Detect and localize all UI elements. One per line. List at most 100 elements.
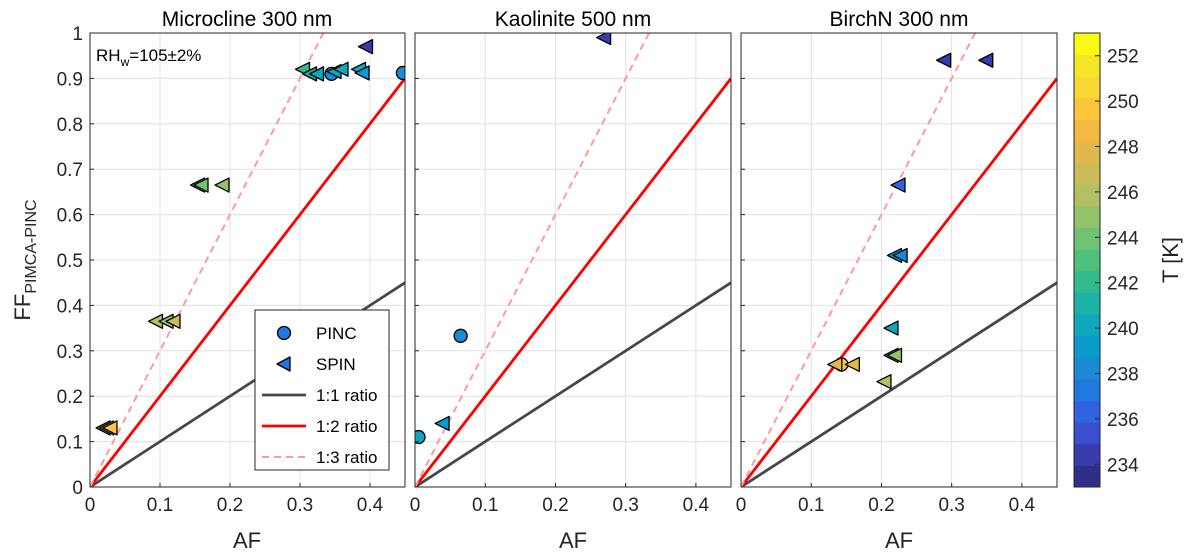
legend-items: PINC SPIN 1:1 ratio 1:2 ratio 1:3 ratio (262, 324, 377, 467)
markers-kaolinite (415, 33, 612, 445)
legend-label: 1:1 ratio (316, 386, 377, 405)
panel-kaolinite: 0 0.1 0.2 0.3 0.4 Kaolinite 500 nm (410, 8, 732, 516)
legend-label: 1:2 ratio (316, 417, 377, 436)
spin-marker (165, 313, 181, 329)
colorbar-tick-label: 244 (1107, 228, 1139, 249)
colorbar-tick-label: 240 (1107, 319, 1139, 340)
line-1to3 (415, 33, 650, 487)
legend-item: 1:3 ratio (262, 448, 377, 467)
pinc-marker (453, 328, 468, 343)
line-1to2 (741, 77, 1057, 487)
spin-marker (434, 415, 450, 432)
y-tick-label: 0.4 (57, 296, 84, 317)
x-axis-label-microcline: AF (233, 528, 261, 553)
colorbar-cell (1074, 76, 1100, 99)
spin-marker (354, 65, 370, 81)
ratio-lines-kaolinite (415, 33, 731, 487)
colorbar-cell (1074, 292, 1100, 315)
title-birchn: BirchN 300 nm (830, 8, 969, 31)
title-kaolinite: Kaolinite 500 nm (495, 8, 651, 31)
spin-marker (844, 356, 861, 373)
y-axis-label: FFPIMCA-PINC (10, 199, 40, 320)
colorbar-gradient (1074, 33, 1100, 488)
x-tick-label: 0 (410, 495, 421, 516)
spin-marker (935, 52, 952, 68)
colorbar-cell (1074, 314, 1100, 337)
x-axis-label-kaolinite: AF (559, 528, 587, 553)
colorbar-tick-label: 238 (1107, 365, 1139, 386)
colorbar: 234 236 238 240 242 244 246 248 250 252 T [K] (1073, 32, 1183, 488)
legend-label: PINC (316, 324, 357, 343)
spin-marker (886, 347, 903, 363)
legend-circle-marker (276, 325, 292, 341)
line-1to2 (90, 77, 405, 487)
colorbar-cell (1074, 422, 1100, 445)
colorbar-tick-label: 242 (1107, 274, 1139, 295)
colorbar-cell (1074, 465, 1100, 488)
colorbar-cell (1074, 270, 1100, 293)
spin-marker (827, 356, 843, 373)
y-tick-label: 0.5 (57, 251, 83, 272)
x-tick-label: 0.4 (683, 495, 710, 516)
spin-marker (102, 420, 118, 436)
legend-box (254, 309, 390, 471)
title-microcline: Microcline 300 nm (162, 8, 332, 31)
legend-item: 1:1 ratio (262, 386, 377, 405)
markers-birchn (827, 52, 994, 390)
colorbar-cell (1074, 205, 1100, 229)
colorbar-cell (1074, 119, 1100, 142)
ratio-lines-birchn (741, 33, 1057, 487)
colorbar-cell (1074, 141, 1100, 164)
x-tick-label: 0 (736, 495, 747, 516)
markers-microcline (95, 38, 405, 436)
grid-birchn (740, 32, 1057, 488)
y-tick-label: 0.6 (57, 206, 83, 227)
x-tick-label: 0.3 (612, 495, 638, 516)
y-tick-label: 0.7 (57, 160, 83, 181)
grid-kaolinite (414, 32, 731, 488)
spin-marker (357, 38, 374, 55)
spin-marker (883, 320, 899, 336)
colorbar-tick-label: 248 (1107, 138, 1139, 159)
panel-birchn: 0 0.1 0.2 0.3 0.4 BirchN 300 nm (736, 8, 1058, 516)
line-1to1 (415, 281, 731, 487)
line-1to2 (415, 77, 731, 487)
x-tick-label: 0.4 (1009, 495, 1036, 516)
x-tick-label: 0.1 (472, 495, 498, 516)
legend-item: 1:2 ratio (262, 417, 377, 436)
colorbar-cell (1074, 335, 1100, 358)
x-tick-label: 0.1 (147, 495, 173, 516)
colorbar-tick-label: 250 (1107, 92, 1139, 113)
legend-label: SPIN (316, 355, 356, 374)
x-tick-label: 0.4 (357, 495, 384, 516)
colorbar-frame (1073, 32, 1101, 488)
x-tick-label: 0.2 (542, 495, 568, 516)
colorbar-label: T [K] (1158, 237, 1183, 283)
legend-triangle-marker (276, 356, 291, 372)
colorbar-tick-label: 252 (1107, 47, 1139, 68)
colorbar-cell (1074, 162, 1100, 185)
colorbar-tick-label: 246 (1107, 183, 1139, 204)
legend-item: SPIN (276, 355, 356, 374)
spin-marker (978, 52, 994, 68)
colorbar-cell (1074, 357, 1100, 380)
y-tick-label: 0.1 (57, 433, 83, 454)
colorbar-tick-label: 234 (1107, 455, 1139, 476)
spin-marker (876, 374, 892, 390)
colorbar-ticks: 234 236 238 240 242 244 246 248 250 252 (1095, 47, 1139, 476)
colorbar-cell (1074, 33, 1100, 56)
legend-item: PINC (276, 324, 357, 343)
x-tick-label: 0 (85, 495, 96, 516)
spin-marker (214, 177, 230, 193)
colorbar-cell (1074, 184, 1100, 207)
ticks-kaolinite: 0 0.1 0.2 0.3 0.4 (410, 32, 710, 516)
line-1to3 (741, 33, 976, 487)
y-tick-label: 0 (72, 478, 83, 499)
y-tick-label: 0.3 (57, 342, 83, 363)
colorbar-cell (1074, 249, 1100, 272)
spin-marker (892, 247, 908, 264)
spin-marker (595, 33, 612, 46)
x-tick-label: 0.3 (938, 495, 964, 516)
spin-marker (308, 66, 325, 82)
